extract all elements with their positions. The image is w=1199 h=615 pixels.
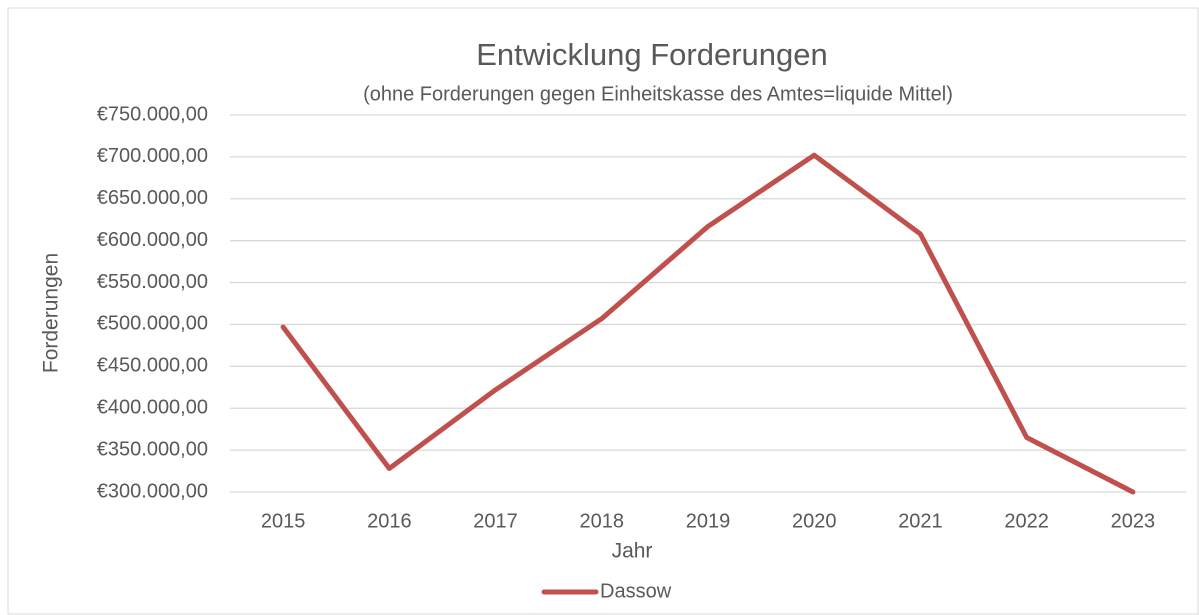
y-tick-label: €650.000,00 — [97, 187, 208, 209]
x-tick-label: 2020 — [792, 510, 837, 532]
y-tick-label: €750.000,00 — [97, 103, 208, 125]
x-tick-label: 2021 — [898, 510, 943, 532]
y-tick-label: €350.000,00 — [97, 438, 208, 460]
y-tick-label: €700.000,00 — [97, 145, 208, 167]
y-tick-label: €600.000,00 — [97, 229, 208, 251]
x-tick-label: 2023 — [1111, 510, 1156, 532]
y-axis-label: Forderungen — [40, 253, 63, 373]
data-line — [280, 152, 1136, 495]
y-tick-label: €300.000,00 — [97, 480, 208, 502]
x-tick-label: 2022 — [1004, 510, 1049, 532]
x-tick-label: 2018 — [580, 510, 625, 532]
chart-border — [7, 7, 1199, 615]
x-tick-label: 2016 — [367, 510, 412, 532]
x-tick-label: 2017 — [473, 510, 518, 532]
chart-title: Entwicklung Forderungen — [476, 37, 828, 72]
y-tick-label: €400.000,00 — [97, 397, 208, 419]
legend-label: Dassow — [600, 580, 672, 602]
x-tick-label: 2015 — [261, 510, 306, 532]
y-tick-label: €550.000,00 — [97, 271, 208, 293]
y-tick-label: €500.000,00 — [97, 313, 208, 335]
x-axis-label: Jahr — [612, 540, 653, 563]
x-tick-label: 2019 — [686, 510, 731, 532]
chart-subtitle: (ohne Forderungen gegen Einheitskasse de… — [363, 83, 953, 105]
y-tick-label: €450.000,00 — [97, 355, 208, 377]
